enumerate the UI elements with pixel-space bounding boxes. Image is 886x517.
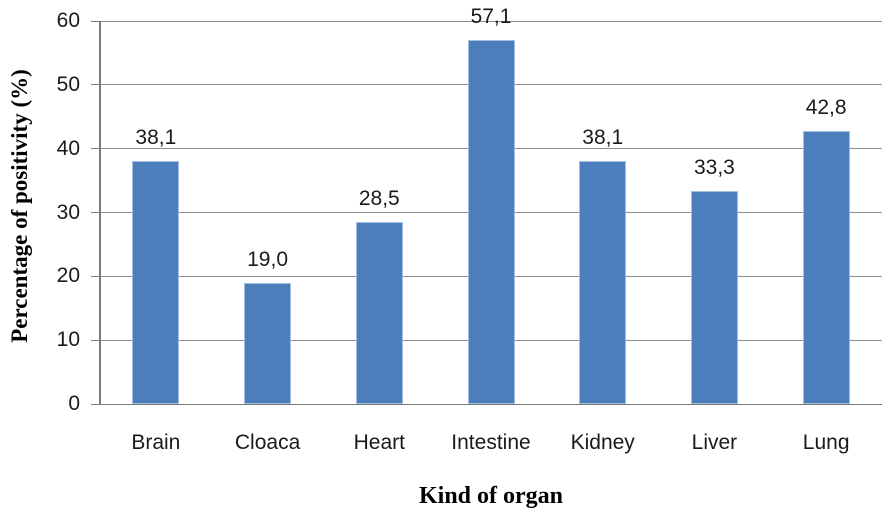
- value-label-intestine: 57,1: [470, 4, 512, 28]
- category-label-brain: Brain: [131, 431, 181, 454]
- bar-intestine: [467, 39, 515, 404]
- y-tick-10: [91, 339, 100, 341]
- ytick-label-10: 10: [56, 328, 80, 352]
- bar-liver: [690, 191, 738, 404]
- value-label-brain: 38,1: [135, 125, 177, 149]
- value-label-kidney: 38,1: [582, 125, 624, 149]
- bar-cloaca: [244, 282, 292, 404]
- bar-lung: [802, 130, 850, 404]
- ytick-label-30: 30: [56, 200, 80, 224]
- bar-kidney: [579, 160, 627, 404]
- category-label-heart: Heart: [353, 431, 405, 454]
- y-tick-0: [91, 403, 100, 405]
- ytick-label-20: 20: [56, 264, 80, 288]
- y-tick-20: [91, 275, 100, 277]
- value-label-liver: 33,3: [693, 156, 735, 180]
- plot-area: 38,1 19,0 28,5 57,1 38,1 33,3 42,8: [91, 5, 882, 405]
- value-label-heart: 28,5: [358, 187, 400, 211]
- y-tick-60: [91, 20, 100, 22]
- gridline-60: [100, 20, 882, 22]
- ytick-label-60: 60: [56, 9, 80, 32]
- y-tick-50: [91, 84, 100, 86]
- ytick-label-0: 0: [68, 392, 80, 415]
- bar-heart: [355, 222, 403, 404]
- category-label-liver: Liver: [691, 431, 738, 454]
- y-tick-30: [91, 212, 100, 213]
- x-axis-line: [91, 403, 882, 405]
- bar-brain: [132, 160, 180, 404]
- y-tick-40: [91, 148, 100, 150]
- category-label-cloaca: Cloaca: [234, 431, 301, 454]
- ytick-label-40: 40: [56, 136, 80, 160]
- category-label-intestine: Intestine: [451, 431, 531, 454]
- value-label-lung: 42,8: [805, 95, 847, 119]
- category-label-kidney: Kidney: [570, 431, 635, 454]
- x-axis-title: Kind of organ: [418, 483, 564, 509]
- ytick-label-50: 50: [56, 72, 80, 96]
- value-label-cloaca: 19,0: [247, 247, 288, 271]
- category-label-lung: Lung: [802, 431, 850, 454]
